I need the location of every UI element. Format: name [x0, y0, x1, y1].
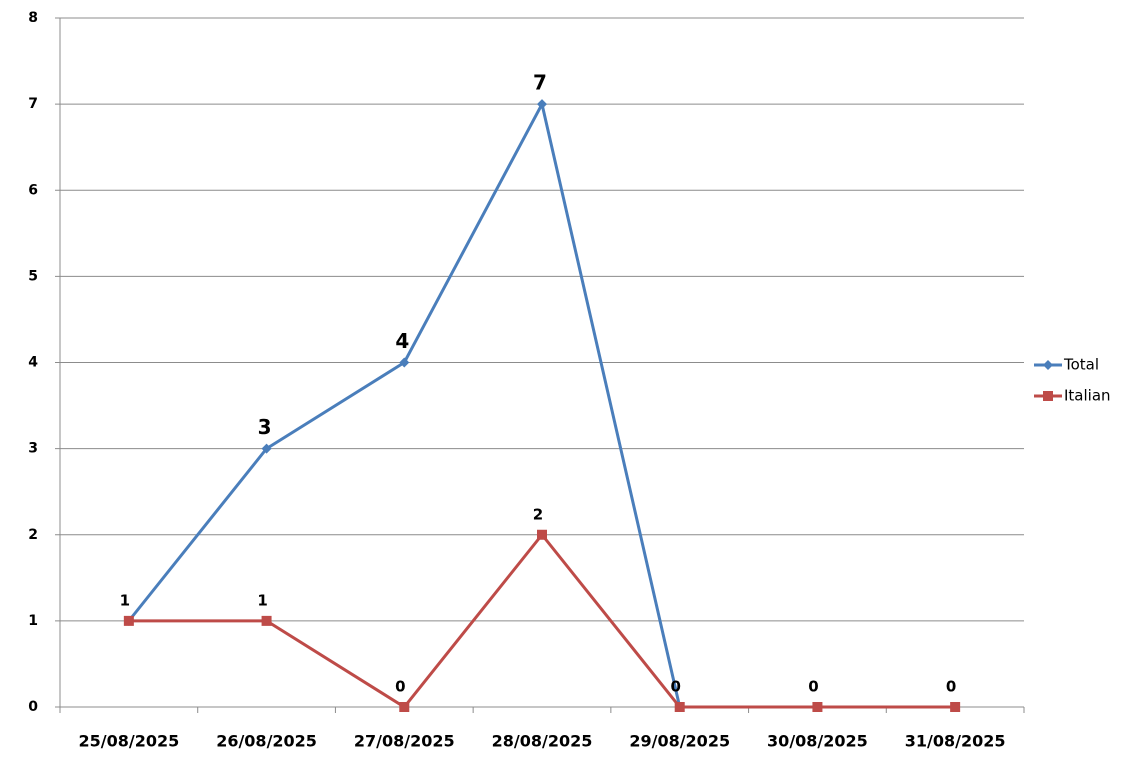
marker	[674, 702, 685, 712]
legend-marker	[1043, 360, 1053, 370]
data-label: 0	[946, 678, 956, 696]
marker	[261, 615, 272, 626]
series-line	[127, 99, 956, 709]
data-label: 4	[395, 329, 409, 353]
x-tick-label: 26/08/2025	[216, 732, 317, 751]
data-label: 0	[670, 678, 680, 696]
x-tick-label: 25/08/2025	[78, 732, 179, 751]
y-tick-label: 4	[28, 355, 38, 371]
data-label: 3	[258, 415, 272, 439]
y-tick-label: 0	[28, 699, 38, 715]
legend-marker	[1043, 391, 1053, 401]
y-tick-label: 7	[28, 96, 38, 112]
data-label: 0	[808, 678, 818, 696]
marker	[399, 702, 410, 712]
x-tick-label: 29/08/2025	[629, 732, 730, 751]
y-tick-label: 1	[28, 613, 38, 629]
y-tick-label: 3	[28, 441, 38, 457]
data-label: 7	[533, 71, 547, 95]
y-tick-label: 6	[28, 182, 38, 198]
legend-label: Italian	[1064, 387, 1111, 405]
y-tick-label: 8	[28, 10, 38, 26]
data-label: 1	[120, 591, 130, 609]
marker	[812, 702, 823, 712]
y-tick-label: 5	[28, 268, 38, 284]
marker	[537, 99, 547, 110]
marker	[950, 702, 961, 712]
marker	[399, 357, 410, 368]
marker	[537, 529, 547, 540]
data-label: 2	[533, 505, 543, 523]
x-tick-label: 27/08/2025	[354, 732, 455, 751]
marker	[123, 615, 134, 626]
legend-label: Total	[1063, 356, 1099, 374]
marker	[261, 443, 272, 454]
data-label: 1	[257, 591, 267, 609]
x-tick-label: 31/08/2025	[905, 732, 1006, 751]
x-tick-label: 28/08/2025	[492, 732, 593, 751]
data-label: 0	[395, 678, 405, 696]
x-tick-label: 30/08/2025	[767, 732, 868, 751]
y-tick-label: 2	[28, 527, 38, 543]
